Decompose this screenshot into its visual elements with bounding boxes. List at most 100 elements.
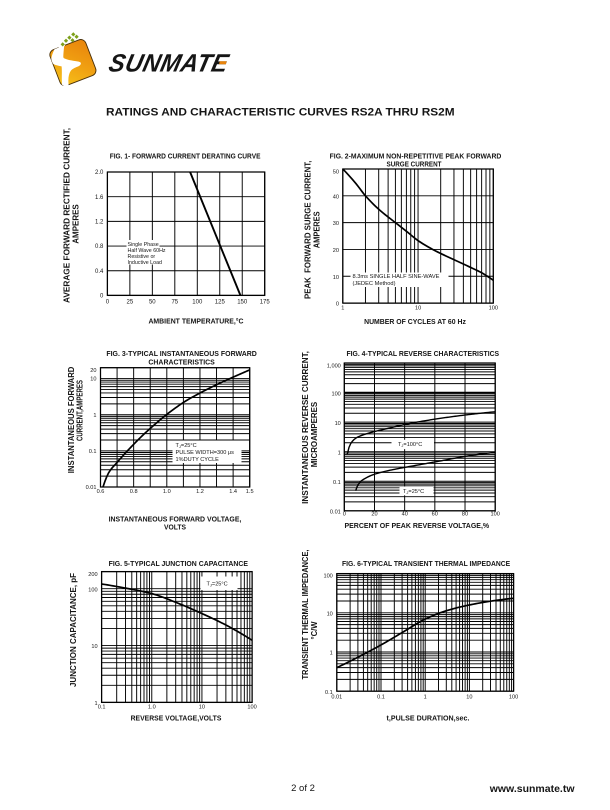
svg-text:AMPERES: AMPERES	[313, 211, 322, 248]
svg-text:0.1: 0.1	[333, 480, 341, 486]
svg-text:2.0: 2.0	[95, 170, 104, 176]
svg-text:CURRENT,AMPERES: CURRENT,AMPERES	[76, 379, 85, 441]
svg-text:10: 10	[335, 421, 341, 427]
svg-text:www.sunmate.tw: www.sunmate.tw	[489, 783, 576, 795]
svg-text:1.0: 1.0	[148, 705, 156, 711]
svg-text:1.6: 1.6	[95, 195, 104, 201]
svg-text:SURGE CURRENT: SURGE CURRENT	[387, 160, 442, 169]
svg-text:MICROAMPERES: MICROAMPERES	[310, 401, 319, 467]
svg-text:1: 1	[424, 695, 427, 701]
svg-text:TRANSIENT THERMAL IMPEDANCE,: TRANSIENT THERMAL IMPEDANCE,	[301, 550, 310, 680]
svg-text:PEAK FORWARD SURGE CURRENT,: PEAK FORWARD SURGE CURRENT,	[304, 161, 313, 299]
svg-text:125: 125	[215, 299, 226, 305]
svg-text:0.1: 0.1	[377, 695, 385, 701]
svg-text:10: 10	[90, 377, 96, 383]
svg-text:0.8: 0.8	[130, 489, 138, 495]
svg-text:100: 100	[331, 391, 340, 397]
svg-text:Resistive or: Resistive or	[128, 254, 156, 260]
svg-text:(JEDEC Method): (JEDEC Method)	[353, 281, 396, 287]
svg-text:t,PULSE DURATION,sec.: t,PULSE DURATION,sec.	[387, 714, 470, 723]
svg-text:PERCENT OF PEAK REVERSE VOLTAG: PERCENT OF PEAK REVERSE VOLTAGE,%	[344, 521, 489, 530]
svg-text:20: 20	[90, 368, 96, 374]
svg-text:0.6: 0.6	[97, 489, 105, 495]
svg-text:0.01: 0.01	[330, 510, 341, 516]
svg-text:1: 1	[338, 451, 341, 457]
svg-text:PULSE WIDTH=300 μs: PULSE WIDTH=300 μs	[176, 450, 235, 456]
svg-text:100: 100	[247, 705, 256, 711]
svg-text:30: 30	[333, 221, 339, 227]
svg-text:0.1: 0.1	[98, 705, 106, 711]
svg-text:0.4: 0.4	[95, 269, 104, 275]
svg-text:100: 100	[509, 695, 518, 701]
svg-text:RATINGS AND CHARACTERISTIC CUR: RATINGS AND CHARACTERISTIC CURVES RS2A T…	[106, 107, 455, 119]
svg-text:VOLTS: VOLTS	[164, 523, 186, 532]
svg-text:150: 150	[237, 299, 248, 305]
svg-text:10: 10	[199, 705, 205, 711]
svg-text:INSTANTANEOUS FORWARD VOLTAGE,: INSTANTANEOUS FORWARD VOLTAGE,	[109, 514, 242, 523]
svg-text:FIG. 1- FORWARD CURRENT DERATI: FIG. 1- FORWARD CURRENT DERATING CURVE	[110, 152, 261, 161]
svg-text:60: 60	[432, 512, 438, 518]
svg-text:Inductive Load: Inductive Load	[128, 260, 163, 266]
svg-text:INSTANTANEOUS FORWARD: INSTANTANEOUS FORWARD	[67, 366, 76, 473]
svg-text:1: 1	[341, 306, 344, 312]
svg-text:1.2: 1.2	[95, 220, 104, 226]
svg-text:1.0: 1.0	[163, 489, 171, 495]
svg-text:80: 80	[462, 512, 468, 518]
svg-text:FIG. 3-TYPICAL INSTANTANEOUS F: FIG. 3-TYPICAL INSTANTANEOUS FORWARD	[106, 349, 257, 358]
svg-text:AMBIENT TEMPERATURE,°C: AMBIENT TEMPERATURE,°C	[148, 317, 244, 326]
svg-text:°C/W: °C/W	[310, 621, 319, 639]
svg-text:100: 100	[491, 512, 500, 518]
svg-text:Half Wave 60Hz: Half Wave 60Hz	[128, 248, 166, 254]
svg-text:SUNMATE: SUNMATE	[106, 50, 232, 78]
svg-text:40: 40	[333, 194, 339, 200]
svg-text:50: 50	[149, 299, 156, 305]
svg-text:10: 10	[91, 644, 97, 650]
svg-text:1,000: 1,000	[327, 363, 341, 369]
svg-text:1.4: 1.4	[229, 489, 237, 495]
svg-text:100: 100	[489, 306, 498, 312]
svg-text:1.2: 1.2	[196, 489, 204, 495]
svg-text:1: 1	[94, 701, 97, 707]
svg-text:175: 175	[260, 299, 271, 305]
svg-text:AVERAGE FORWARD RECTIFIED CURR: AVERAGE FORWARD RECTIFIED CURRENT,	[63, 128, 72, 303]
svg-text:10: 10	[327, 611, 333, 617]
svg-text:1: 1	[93, 413, 96, 419]
svg-text:0: 0	[106, 299, 110, 305]
svg-text:Single Phase: Single Phase	[128, 242, 159, 248]
svg-text:FIG. 6-TYPICAL TRANSIENT THERM: FIG. 6-TYPICAL TRANSIENT THERMAL IMPEDAN…	[342, 559, 510, 568]
svg-text:1.5: 1.5	[246, 489, 254, 495]
svg-text:25: 25	[127, 299, 134, 305]
svg-text:FIG. 5-TYPICAL JUNCTION CAPACI: FIG. 5-TYPICAL JUNCTION CAPACITANCE	[109, 559, 248, 568]
svg-text:0.1: 0.1	[325, 690, 333, 696]
svg-text:AMPERES: AMPERES	[72, 204, 81, 244]
svg-text:0.01: 0.01	[331, 695, 342, 701]
svg-text:50: 50	[333, 169, 339, 175]
svg-text:200: 200	[88, 572, 97, 578]
svg-text:FIG. 4-TYPICAL REVERSE CHARACT: FIG. 4-TYPICAL REVERSE CHARACTERISTICS	[346, 349, 499, 358]
svg-text:TJ=25°C: TJ=25°C	[176, 443, 197, 449]
svg-text:FIG. 2-MAXIMUM NON-REPETITIVE: FIG. 2-MAXIMUM NON-REPETITIVE PEAK FORWA…	[330, 151, 502, 160]
svg-text:TJ=100°C: TJ=100°C	[398, 442, 422, 448]
svg-text:10: 10	[333, 275, 339, 281]
svg-text:2 of 2: 2 of 2	[291, 783, 315, 794]
svg-text:0: 0	[343, 512, 346, 518]
svg-text:TJ=25°C: TJ=25°C	[207, 582, 228, 588]
svg-text:TJ=25°C: TJ=25°C	[403, 489, 424, 495]
svg-text:0: 0	[100, 294, 104, 300]
svg-text:CHARACTERISTICS: CHARACTERISTICS	[148, 357, 214, 366]
svg-text:1%DUTY CYCLE: 1%DUTY CYCLE	[176, 457, 220, 463]
svg-text:8.3ms SINGLE HALF SINE-WAVE: 8.3ms SINGLE HALF SINE-WAVE	[353, 274, 440, 280]
svg-text:20: 20	[333, 248, 339, 254]
svg-text:0.1: 0.1	[89, 449, 97, 455]
svg-text:100: 100	[88, 587, 97, 593]
svg-text:100: 100	[323, 574, 332, 580]
svg-text:10: 10	[415, 306, 421, 312]
svg-text:40: 40	[402, 512, 408, 518]
svg-text:INSTANTANEOUS REVERSE CURRENT,: INSTANTANEOUS REVERSE CURRENT,	[301, 351, 310, 504]
svg-text:1: 1	[330, 651, 333, 657]
svg-text:0.01: 0.01	[86, 485, 97, 491]
svg-text:75: 75	[171, 299, 178, 305]
svg-text:NUMBER OF CYCLES AT 60 Hz: NUMBER OF CYCLES AT 60 Hz	[364, 317, 466, 326]
svg-text:20: 20	[371, 512, 377, 518]
svg-text:JUNCTION CAPACITANCE, pF: JUNCTION CAPACITANCE, pF	[69, 573, 78, 687]
